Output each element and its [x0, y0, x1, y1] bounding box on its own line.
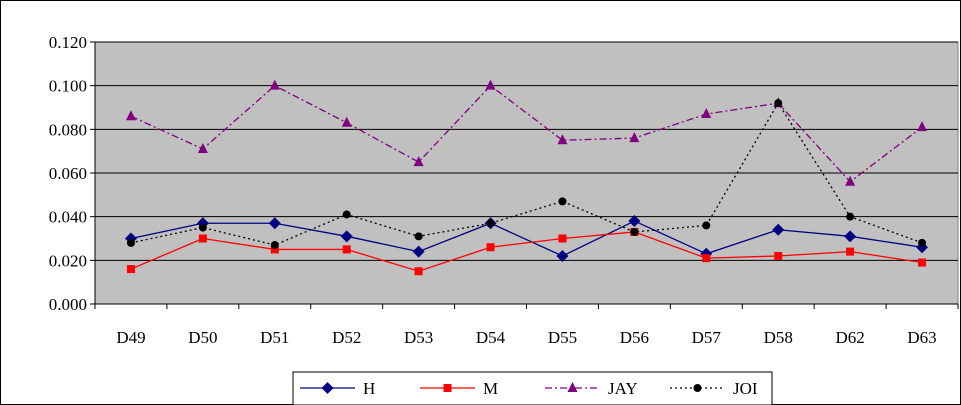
- data-point-jay: [557, 134, 568, 145]
- x-tick-label: D51: [260, 328, 289, 347]
- x-tick-label: D63: [907, 328, 936, 347]
- x-tick-label: D50: [188, 328, 217, 347]
- y-tick-label: 0.040: [49, 208, 87, 227]
- data-point-h: [412, 245, 425, 258]
- legend-marker-m: [443, 384, 452, 392]
- data-point-jay: [125, 110, 136, 121]
- y-tick-label: 0.120: [49, 33, 87, 52]
- legend-label-m: M: [483, 379, 498, 398]
- data-point-h: [772, 223, 785, 236]
- y-tick-label: 0.060: [49, 164, 87, 183]
- y-tick-label: 0.000: [49, 295, 87, 314]
- y-tick-label: 0.020: [49, 251, 87, 270]
- data-point-jay: [917, 121, 928, 132]
- data-point-m: [126, 265, 135, 274]
- data-point-h: [268, 217, 281, 230]
- x-tick-label: D57: [692, 328, 722, 347]
- data-point-joi: [198, 223, 207, 232]
- data-point-jay: [269, 79, 280, 90]
- series-line-jay: [130, 84, 923, 183]
- y-tick-label: 0.080: [49, 120, 87, 139]
- legend-label-h: H: [363, 379, 375, 398]
- data-point-joi: [846, 212, 855, 221]
- legend-entry-m: M: [420, 379, 498, 398]
- data-point-h: [844, 230, 857, 243]
- data-point-m: [702, 254, 711, 263]
- x-tick-label: D49: [116, 328, 145, 347]
- gridlines: [95, 41, 958, 261]
- data-point-joi: [630, 227, 639, 236]
- data-point-joi: [702, 221, 711, 230]
- x-tick-label: D56: [620, 328, 649, 347]
- data-point-jay: [485, 79, 496, 90]
- series-line-joi: [130, 101, 923, 246]
- data-point-jay: [197, 142, 208, 153]
- data-point-m: [558, 234, 567, 243]
- data-point-m: [270, 245, 279, 254]
- x-tick-label: D62: [835, 328, 864, 347]
- x-tick-label: D52: [332, 328, 361, 347]
- data-point-joi: [774, 99, 783, 108]
- data-point-jay: [341, 116, 352, 127]
- series-group: [124, 79, 929, 276]
- legend-entry-h: H: [300, 379, 375, 398]
- series-line-h: [130, 220, 923, 257]
- legend-entry-joi: JOI: [670, 379, 758, 398]
- data-point-h: [556, 249, 569, 262]
- legend-label-joi: JOI: [733, 379, 758, 398]
- data-point-m: [774, 251, 783, 260]
- data-point-jay: [701, 108, 712, 119]
- data-point-h: [628, 215, 641, 228]
- legend-entry-jay: JAY: [545, 379, 638, 398]
- series-line-m: [130, 231, 923, 272]
- y-tick-label: 0.100: [49, 77, 87, 96]
- legend: H M JAY JOI: [292, 371, 773, 405]
- data-point-joi: [414, 232, 423, 241]
- data-point-joi: [486, 219, 495, 228]
- axes: 0.000 0.020 0.040 0.060 0.080 0.100 0.120 D49 D5…: [49, 33, 959, 347]
- x-tick-label: D53: [404, 328, 433, 347]
- data-point-jay: [629, 132, 640, 143]
- x-tick-label: D58: [764, 328, 793, 347]
- data-point-m: [846, 247, 855, 256]
- data-point-m: [342, 245, 351, 254]
- data-point-joi: [126, 238, 135, 247]
- x-tick-label: D55: [548, 328, 577, 347]
- data-point-h: [340, 230, 353, 243]
- data-point-joi: [342, 210, 351, 219]
- legend-marker-jay: [567, 382, 578, 392]
- series-joi: [126, 99, 927, 250]
- data-point-joi: [558, 197, 567, 206]
- data-point-m: [414, 267, 423, 276]
- data-point-m: [198, 234, 207, 243]
- data-point-joi: [270, 241, 279, 250]
- data-point-jay: [413, 156, 424, 167]
- data-point-jay: [845, 175, 856, 186]
- legend-box: [292, 371, 773, 405]
- data-point-m: [918, 258, 927, 267]
- legend-marker-joi: [693, 384, 702, 392]
- x-tick-label: D54: [476, 328, 506, 347]
- data-point-m: [486, 243, 495, 252]
- legend-marker-h: [321, 382, 334, 394]
- legend-label-jay: JAY: [608, 379, 638, 398]
- data-point-joi: [918, 238, 927, 247]
